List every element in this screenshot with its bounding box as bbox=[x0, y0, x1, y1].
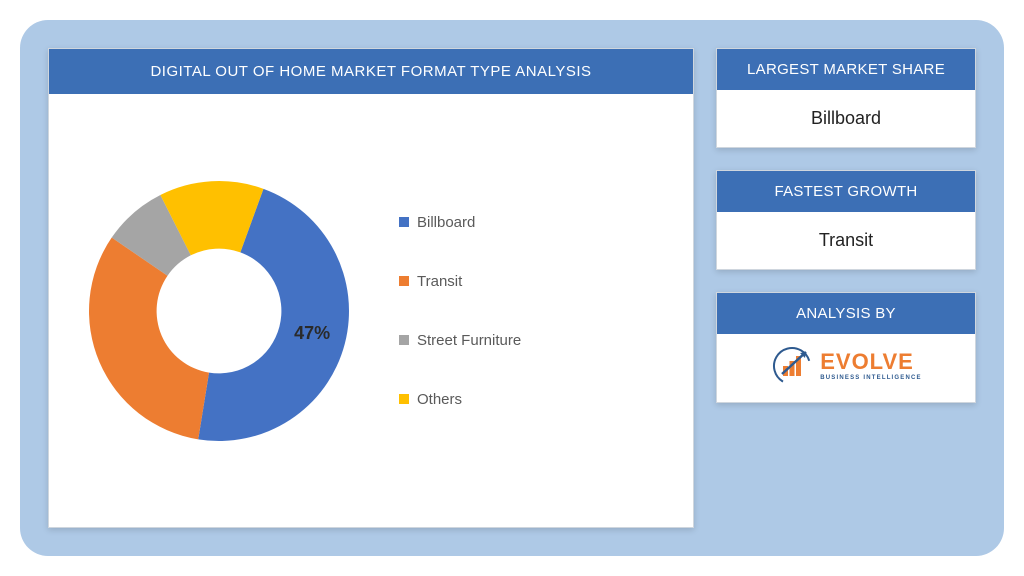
legend-label: Billboard bbox=[417, 214, 475, 231]
donut-chart: 47% bbox=[79, 171, 359, 451]
analysis-by-logo: EVOLVE BUSINESS INTELLIGENCE bbox=[717, 334, 975, 402]
legend-swatch bbox=[399, 335, 409, 345]
chart-legend: Billboard Transit Street Furniture Others bbox=[399, 214, 521, 408]
legend-swatch bbox=[399, 394, 409, 404]
chart-body: 47% Billboard Transit Street Furniture Othe… bbox=[49, 94, 693, 527]
donut-svg bbox=[79, 171, 359, 451]
fastest-growth-value: Transit bbox=[717, 212, 975, 269]
evolve-brand-tagline: BUSINESS INTELLIGENCE bbox=[820, 375, 922, 381]
legend-label: Others bbox=[417, 391, 462, 408]
legend-item: Street Furniture bbox=[399, 332, 521, 349]
legend-label: Transit bbox=[417, 273, 462, 290]
largest-share-title: LARGEST MARKET SHARE bbox=[717, 49, 975, 90]
evolve-logo-icon bbox=[770, 344, 814, 388]
fastest-growth-title: FASTEST GROWTH bbox=[717, 171, 975, 212]
largest-share-card: LARGEST MARKET SHARE Billboard bbox=[716, 48, 976, 148]
donut-callout-label: 47% bbox=[294, 323, 330, 344]
chart-card: DIGITAL OUT OF HOME MARKET FORMAT TYPE A… bbox=[48, 48, 694, 528]
legend-label: Street Furniture bbox=[417, 332, 521, 349]
legend-swatch bbox=[399, 217, 409, 227]
legend-item: Transit bbox=[399, 273, 521, 290]
analysis-by-card: ANALYSIS BY EVOLVE BUSINESS INTELLIGENCE bbox=[716, 292, 976, 403]
legend-item: Others bbox=[399, 391, 521, 408]
outer-panel: DIGITAL OUT OF HOME MARKET FORMAT TYPE A… bbox=[20, 20, 1004, 556]
legend-item: Billboard bbox=[399, 214, 521, 231]
legend-swatch bbox=[399, 276, 409, 286]
evolve-brand-name: EVOLVE bbox=[820, 351, 922, 373]
evolve-logo: EVOLVE BUSINESS INTELLIGENCE bbox=[770, 344, 922, 388]
right-column: LARGEST MARKET SHARE Billboard FASTEST G… bbox=[716, 48, 976, 528]
fastest-growth-card: FASTEST GROWTH Transit bbox=[716, 170, 976, 270]
analysis-by-title: ANALYSIS BY bbox=[717, 293, 975, 334]
evolve-logo-text: EVOLVE BUSINESS INTELLIGENCE bbox=[820, 351, 922, 381]
largest-share-value: Billboard bbox=[717, 90, 975, 147]
chart-title: DIGITAL OUT OF HOME MARKET FORMAT TYPE A… bbox=[49, 49, 693, 94]
donut-slice bbox=[89, 237, 209, 439]
